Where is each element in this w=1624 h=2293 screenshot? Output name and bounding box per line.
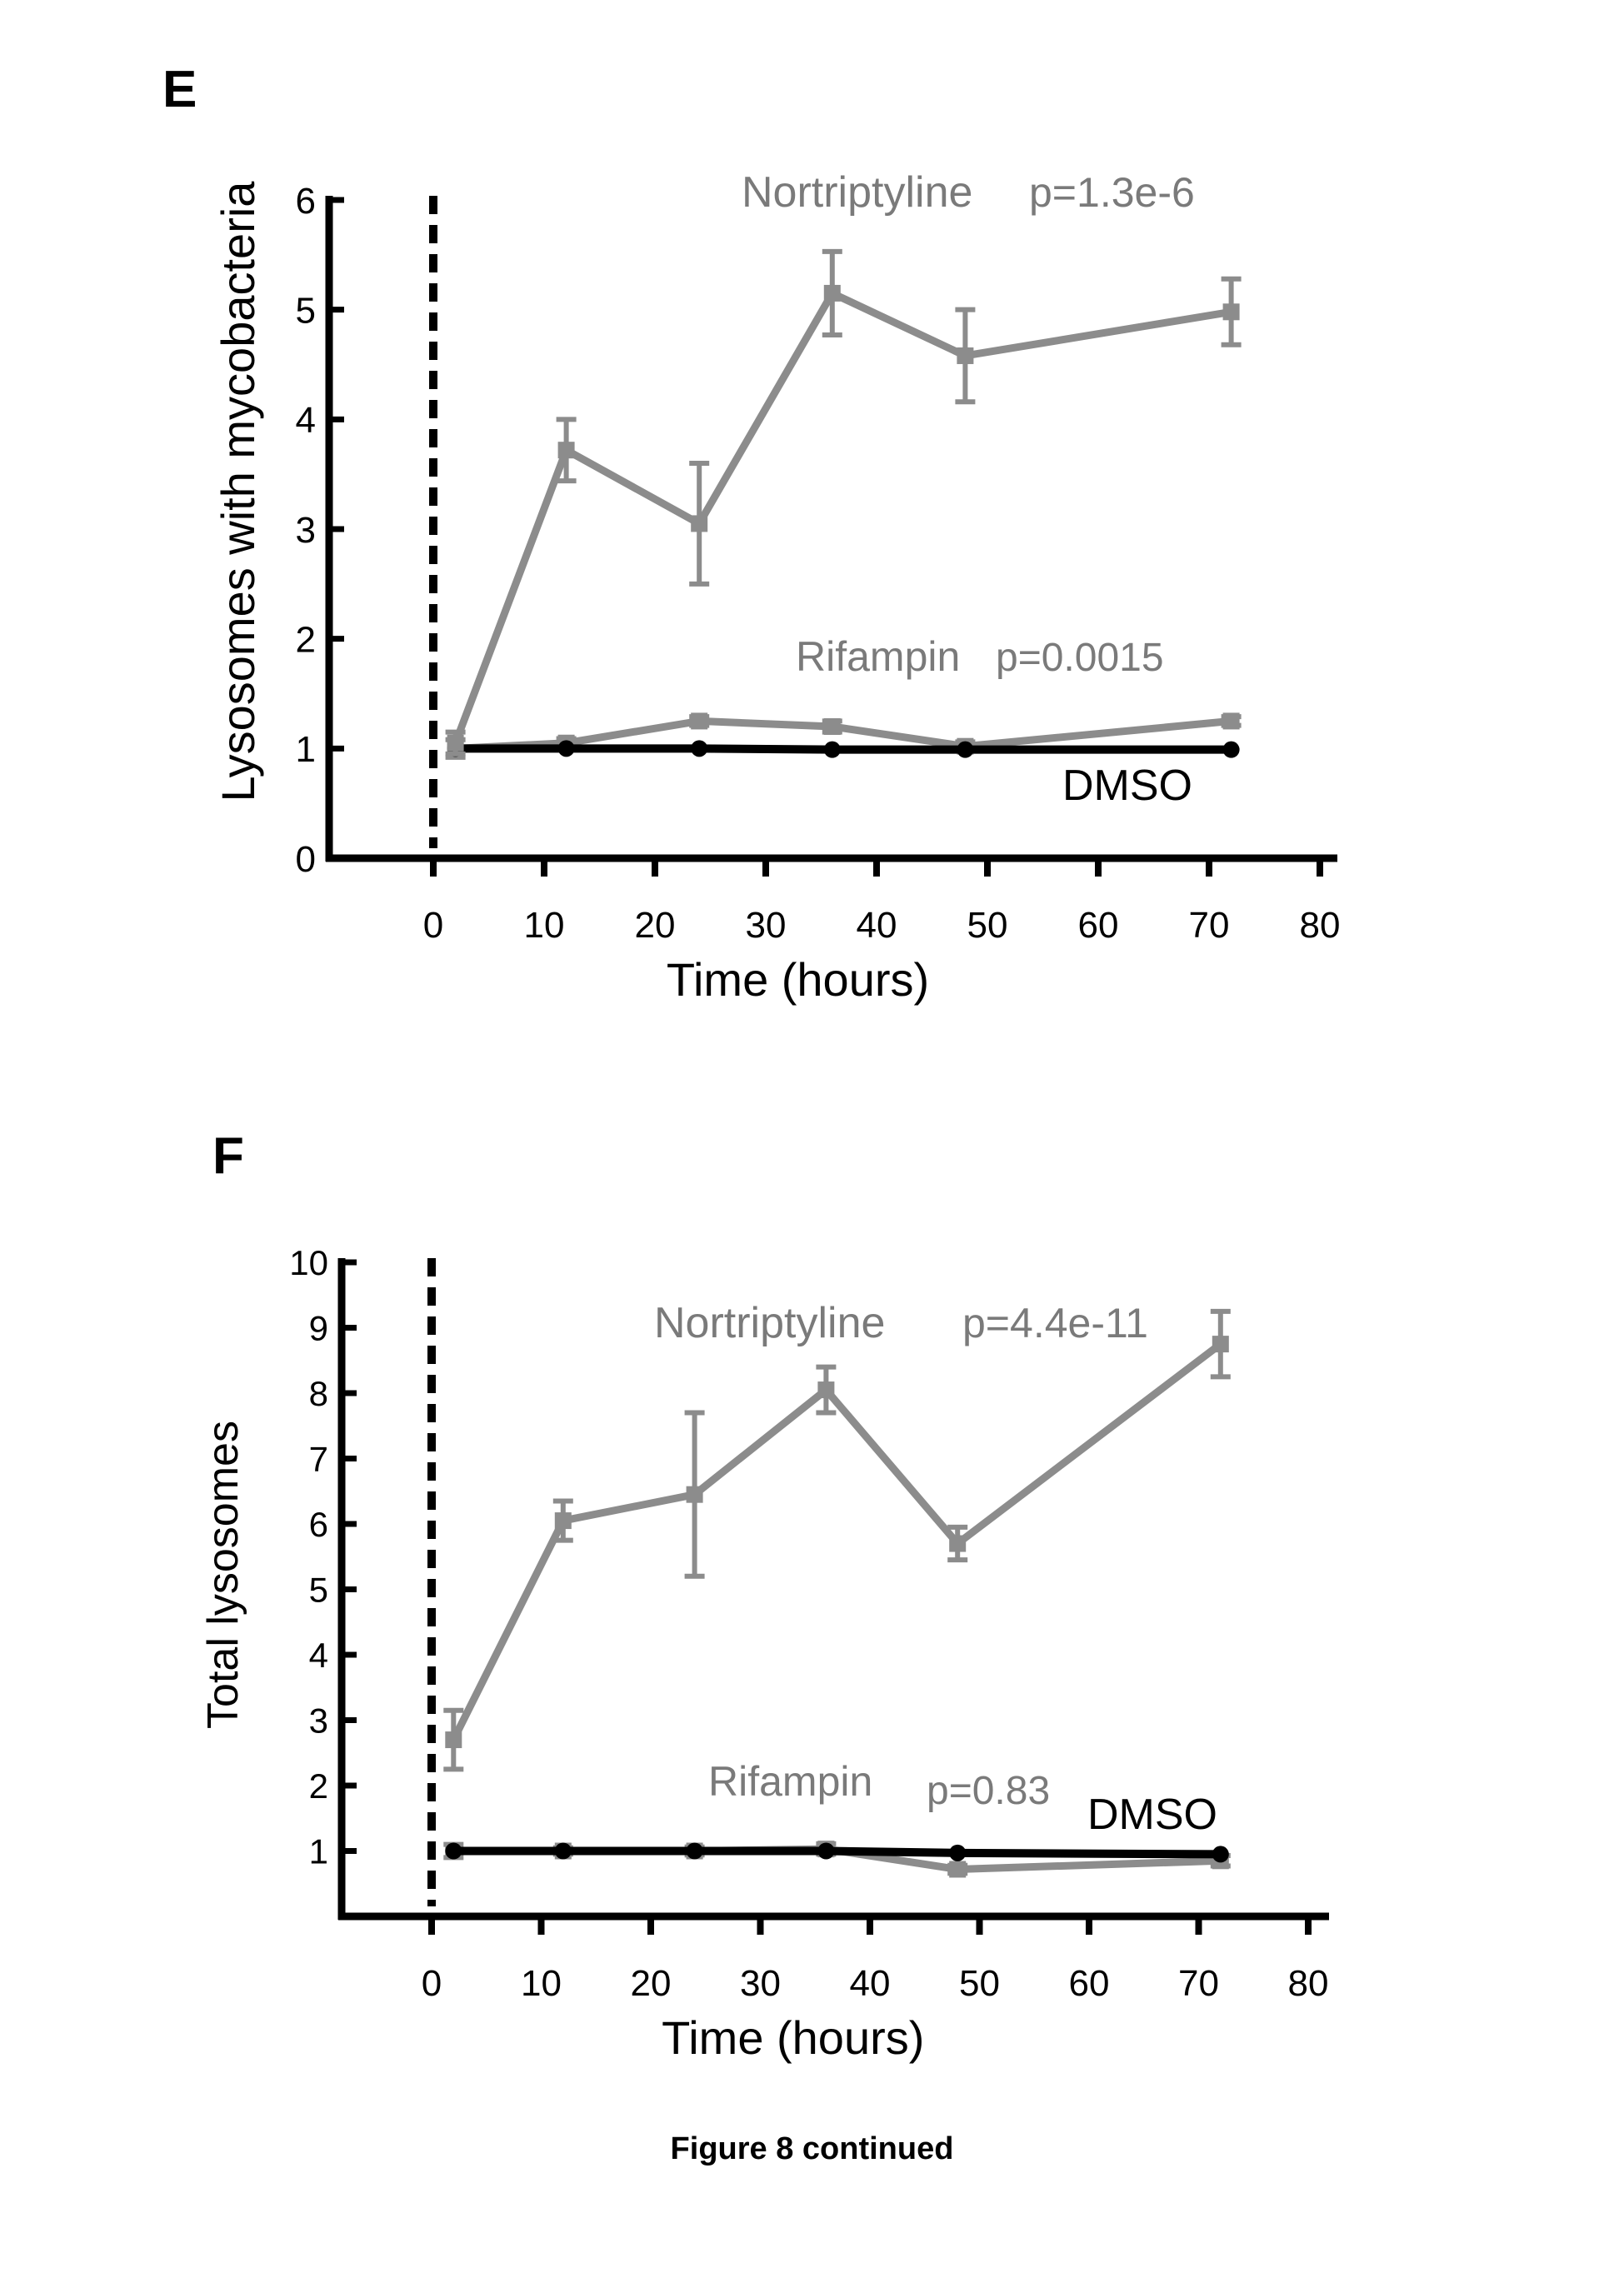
p-value-label: p=4.4e-11 xyxy=(962,1300,1148,1346)
x-tick-label: 10 xyxy=(521,1963,562,2004)
y-tick-label: 8 xyxy=(309,1374,328,1413)
data-point xyxy=(817,1381,834,1398)
y-tick-label: 9 xyxy=(309,1309,328,1348)
data-point xyxy=(949,1861,966,1877)
y-axis-label: Total lysosomes xyxy=(199,1421,247,1729)
y-tick-label: 2 xyxy=(309,1766,328,1806)
x-tick-label: 30 xyxy=(740,1963,781,2004)
x-tick-label: 70 xyxy=(1178,1963,1219,2004)
y-tick-label: 7 xyxy=(309,1440,328,1479)
data-point xyxy=(949,1536,966,1552)
p-value-label: p=0.83 xyxy=(927,1769,1050,1813)
data-point xyxy=(445,1843,462,1860)
x-tick-label: 0 xyxy=(422,1963,442,2004)
series-label: DMSO xyxy=(1087,1791,1217,1839)
data-point xyxy=(555,1512,572,1529)
chart-f: 1 2 3 4 5 6 7 8 9 10 0 10 20 30 40 50 60 70 80 Total lysoso… xyxy=(0,0,1624,2083)
data-point xyxy=(445,1731,462,1748)
series-label: Rifampin xyxy=(708,1758,872,1805)
data-point xyxy=(687,1843,703,1860)
data-point xyxy=(1212,1846,1229,1862)
y-tick-label: 10 xyxy=(289,1243,328,1282)
y-tick-label: 6 xyxy=(309,1505,328,1544)
figure-caption: Figure 8 continued xyxy=(0,2131,1624,2167)
x-tick-label: 20 xyxy=(631,1963,672,2004)
y-tick-label: 5 xyxy=(309,1571,328,1610)
y-tick-label: 3 xyxy=(309,1701,328,1741)
series-label: Nortriptyline xyxy=(654,1299,885,1347)
x-tick-label: 60 xyxy=(1069,1963,1110,2004)
data-point xyxy=(687,1486,703,1503)
data-point xyxy=(949,1845,966,1861)
data-point xyxy=(1212,1336,1229,1352)
data-point xyxy=(817,1843,834,1860)
y-tick-label: 4 xyxy=(309,1636,328,1675)
y-tick-label: 1 xyxy=(309,1832,328,1871)
x-tick-label: 40 xyxy=(850,1963,891,2004)
x-axis-label: Time (hours) xyxy=(662,2011,924,2064)
x-tick-label: 50 xyxy=(959,1963,1000,2004)
data-point xyxy=(555,1843,572,1860)
x-tick-label: 80 xyxy=(1288,1963,1329,2004)
